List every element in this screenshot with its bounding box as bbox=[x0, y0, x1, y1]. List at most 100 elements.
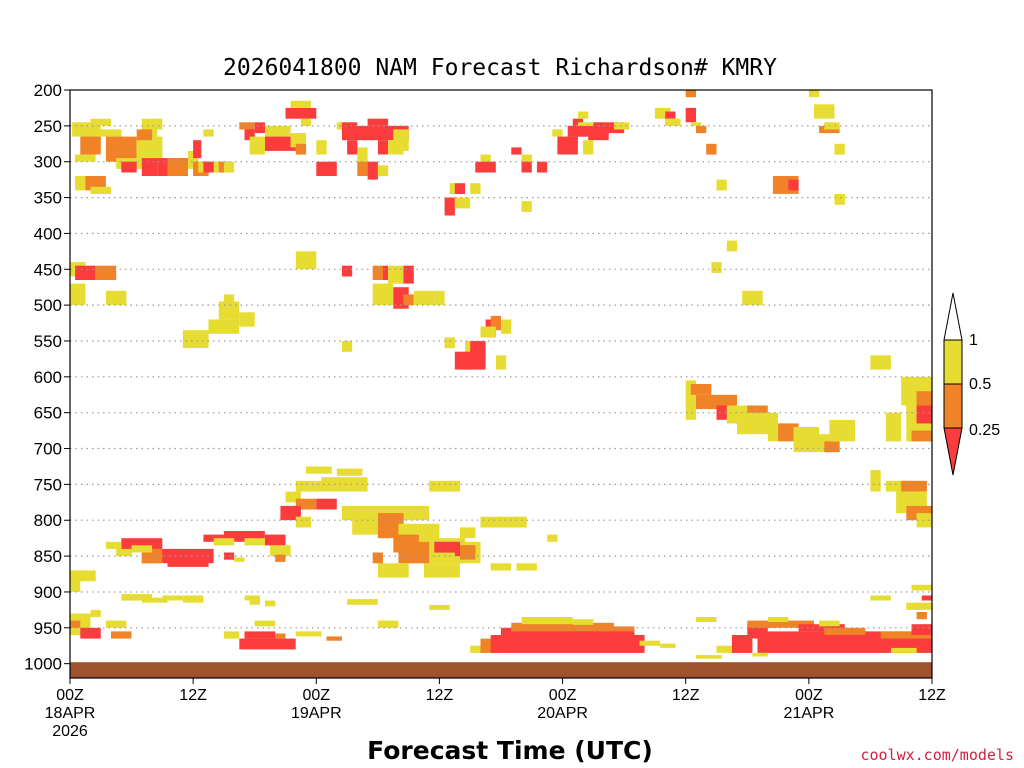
ri-cell-160 bbox=[295, 516, 312, 528]
ri-cell-198 bbox=[70, 570, 96, 582]
ri-cell-249 bbox=[767, 617, 789, 622]
ri-cell-140 bbox=[885, 412, 902, 442]
x-tick-label-0-1: 18APR bbox=[45, 705, 96, 722]
ri-cell-213 bbox=[870, 595, 891, 601]
ri-cell-33 bbox=[295, 143, 307, 155]
ri-cell-69 bbox=[588, 129, 609, 141]
gridlines bbox=[70, 125, 932, 665]
y-tick-label-500: 500 bbox=[34, 296, 62, 315]
ri-cell-184 bbox=[167, 556, 209, 567]
x-tick-label-1-0: 12Z bbox=[179, 687, 207, 704]
ri-cell-28 bbox=[254, 122, 265, 134]
ri-cell-222 bbox=[239, 638, 296, 650]
ri-cell-78 bbox=[685, 107, 696, 123]
ri-cell-71 bbox=[613, 122, 630, 130]
ri-cell-176 bbox=[480, 516, 527, 528]
ri-cell-155 bbox=[295, 480, 322, 492]
ri-cell-216 bbox=[70, 620, 81, 628]
x-tick-label-6-1: 21APR bbox=[784, 705, 835, 722]
colorbar-legend: 1 0.5 0.25 bbox=[943, 292, 1000, 476]
ri-cell-30 bbox=[265, 136, 296, 151]
ri-cell-94 bbox=[95, 265, 117, 280]
ri-cell-126 bbox=[685, 380, 696, 420]
ri-cell-43 bbox=[357, 147, 368, 162]
ri-cell-53 bbox=[444, 197, 455, 216]
ri-cell-154 bbox=[321, 477, 368, 492]
ri-cell-156 bbox=[285, 491, 301, 503]
ri-cell-95 bbox=[70, 283, 86, 306]
ri-cell-122 bbox=[490, 315, 501, 331]
ri-cell-173 bbox=[377, 563, 409, 578]
ri-cell-8 bbox=[136, 136, 163, 162]
ri-cell-228 bbox=[470, 645, 486, 653]
ri-cell-147 bbox=[885, 480, 912, 492]
ri-cell-93 bbox=[75, 265, 96, 280]
ri-cell-197 bbox=[70, 577, 81, 592]
ri-cell-185 bbox=[131, 545, 153, 553]
ri-cell-98 bbox=[341, 265, 353, 277]
ri-cell-12 bbox=[141, 158, 158, 176]
ri-cell-202 bbox=[141, 597, 168, 603]
ri-cell-101 bbox=[388, 265, 404, 284]
ri-cell-153 bbox=[336, 468, 363, 476]
ri-cell-124 bbox=[480, 326, 496, 338]
ri-cell-188 bbox=[213, 538, 235, 546]
ri-cell-35 bbox=[290, 100, 312, 108]
y-tick-label-600: 600 bbox=[34, 368, 62, 387]
ri-cell-19 bbox=[203, 161, 214, 173]
ri-cell-242 bbox=[747, 620, 773, 628]
y-tick-label-850: 850 bbox=[34, 547, 62, 566]
legend-bin-0 bbox=[943, 339, 963, 385]
ri-cell-113 bbox=[239, 312, 255, 327]
ri-cell-106 bbox=[413, 290, 435, 306]
ri-cell-49 bbox=[357, 161, 368, 176]
ri-cell-125 bbox=[495, 355, 507, 370]
ri-cell-74 bbox=[654, 107, 671, 119]
ri-cell-22 bbox=[203, 129, 214, 137]
x-tick-label-0-0: 00Z bbox=[56, 687, 84, 704]
ri-cell-32 bbox=[290, 133, 306, 148]
ri-cell-96 bbox=[105, 290, 127, 306]
ri-cell-209 bbox=[911, 584, 932, 591]
ri-cell-0 bbox=[80, 133, 101, 155]
ri-cell-233 bbox=[521, 617, 573, 625]
ri-cell-212 bbox=[916, 612, 927, 620]
ri-cell-57 bbox=[480, 154, 491, 162]
ri-cell-48 bbox=[393, 129, 409, 151]
ri-cell-201 bbox=[162, 595, 183, 601]
legend-arrow-bottom bbox=[943, 427, 963, 476]
ri-cell-227 bbox=[326, 636, 342, 641]
ri-cell-152 bbox=[306, 466, 332, 474]
y-tick-label-750: 750 bbox=[34, 475, 62, 494]
ri-cell-38 bbox=[316, 161, 337, 176]
y-tick-label-900: 900 bbox=[34, 583, 62, 602]
ri-cell-234 bbox=[572, 619, 594, 625]
ri-cell-226 bbox=[295, 631, 322, 637]
ri-cell-3 bbox=[90, 118, 111, 126]
x-tick-label-0-2: 2026 bbox=[52, 723, 88, 740]
y-tick-label-550: 550 bbox=[34, 332, 62, 351]
ri-cell-134 bbox=[778, 423, 799, 442]
ri-cell-10 bbox=[136, 129, 153, 141]
ri-cell-144 bbox=[916, 405, 932, 424]
ri-cell-191 bbox=[244, 538, 265, 546]
ri-cell-51 bbox=[377, 165, 389, 177]
ri-cell-190 bbox=[270, 545, 291, 557]
ri-cell-171 bbox=[398, 541, 430, 564]
ri-cell-223 bbox=[244, 631, 276, 639]
ri-cell-218 bbox=[105, 620, 127, 628]
ri-cell-14 bbox=[167, 158, 188, 176]
ri-cell-203 bbox=[244, 595, 260, 601]
ri-cell-253 bbox=[696, 655, 722, 659]
ri-cell-73 bbox=[583, 140, 594, 155]
ri-cell-111 bbox=[208, 319, 240, 334]
ri-cell-174 bbox=[372, 552, 383, 564]
ri-cell-56 bbox=[470, 183, 481, 194]
ri-cell-59 bbox=[511, 147, 522, 155]
ri-cell-82 bbox=[716, 179, 727, 191]
ri-cell-217 bbox=[80, 627, 101, 639]
credit-text: coolwx.com/models bbox=[860, 746, 1014, 764]
ground-below-surface bbox=[70, 662, 932, 678]
